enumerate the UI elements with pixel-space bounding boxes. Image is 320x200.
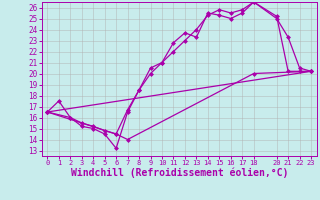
X-axis label: Windchill (Refroidissement éolien,°C): Windchill (Refroidissement éolien,°C) [70,168,288,178]
